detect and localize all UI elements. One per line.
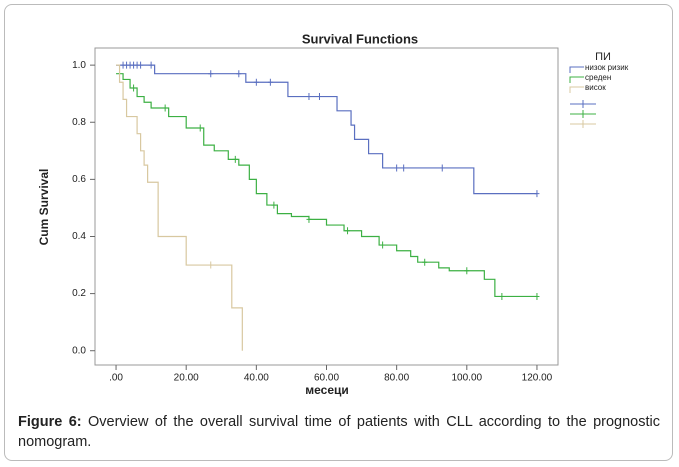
x-tick-label: 60.00 (314, 373, 339, 384)
censor-mark (345, 227, 351, 235)
x-tick-label: 40.00 (244, 373, 269, 384)
y-axis-label: Cum Survival (37, 169, 51, 246)
legend-label: низок ризик (585, 63, 629, 72)
censor-mark (306, 93, 312, 101)
x-tick-label: 20.00 (174, 373, 199, 384)
caption: Figure 6: Overview of the overall surviv… (18, 412, 660, 452)
legend-key (569, 86, 584, 93)
legend-censor-key (570, 100, 596, 108)
legend-label: среден (585, 73, 611, 82)
censor-mark (422, 258, 428, 266)
censor-mark (131, 84, 137, 92)
survival-curve (116, 64, 537, 195)
censor-mark (499, 292, 505, 300)
censor-mark (306, 215, 312, 223)
censor-mark (316, 93, 322, 101)
censor-mark (197, 124, 203, 132)
survival-curve (116, 64, 243, 351)
legend-censor-key (570, 110, 596, 118)
y-tick-label: 0.4 (72, 231, 86, 242)
legend-key (569, 66, 584, 73)
chart-title: Survival Functions (302, 31, 418, 46)
censor-mark (253, 78, 259, 86)
legend-label: висок (585, 83, 606, 92)
censor-mark (267, 78, 273, 86)
y-tick-label: 0.0 (72, 345, 86, 356)
censor-mark (232, 155, 238, 163)
legend-title: ПИ (595, 51, 611, 63)
figure-frame (4, 4, 673, 461)
censor-mark (138, 61, 144, 69)
y-tick-label: 0.6 (72, 174, 86, 185)
x-tick-label: 100.00 (452, 373, 483, 384)
censor-mark (208, 261, 214, 269)
legend-censor-key (570, 120, 596, 128)
censor-mark (162, 104, 168, 112)
censor-mark (401, 164, 407, 172)
x-axis-label: месеци (305, 383, 349, 397)
censor-mark (534, 190, 540, 198)
censor-mark (148, 61, 154, 69)
x-tick-label: .00 (109, 373, 123, 384)
chart: Survival Functions месеци Cum Survival П… (37, 31, 629, 397)
plot-frame (94, 47, 559, 366)
censor-mark (208, 70, 214, 78)
y-tick-label: 0.8 (72, 117, 86, 128)
legend-key (569, 76, 584, 83)
censor-mark (534, 292, 540, 300)
caption-text: Overview of the overall survival time of… (18, 414, 660, 450)
censor-mark (380, 241, 386, 249)
censor-mark (236, 70, 242, 78)
censor-mark (394, 164, 400, 172)
caption-label: Figure 6: (18, 414, 82, 430)
y-tick-label: 0.2 (72, 288, 86, 299)
censor-mark (271, 201, 277, 209)
legend-censor-keys (570, 100, 596, 128)
y-tick-label: 1.0 (72, 60, 86, 71)
censor-mark (464, 267, 470, 275)
x-tick-label: 80.00 (384, 373, 409, 384)
x-tick-label: 120.00 (522, 373, 553, 384)
censor-mark (439, 164, 445, 172)
